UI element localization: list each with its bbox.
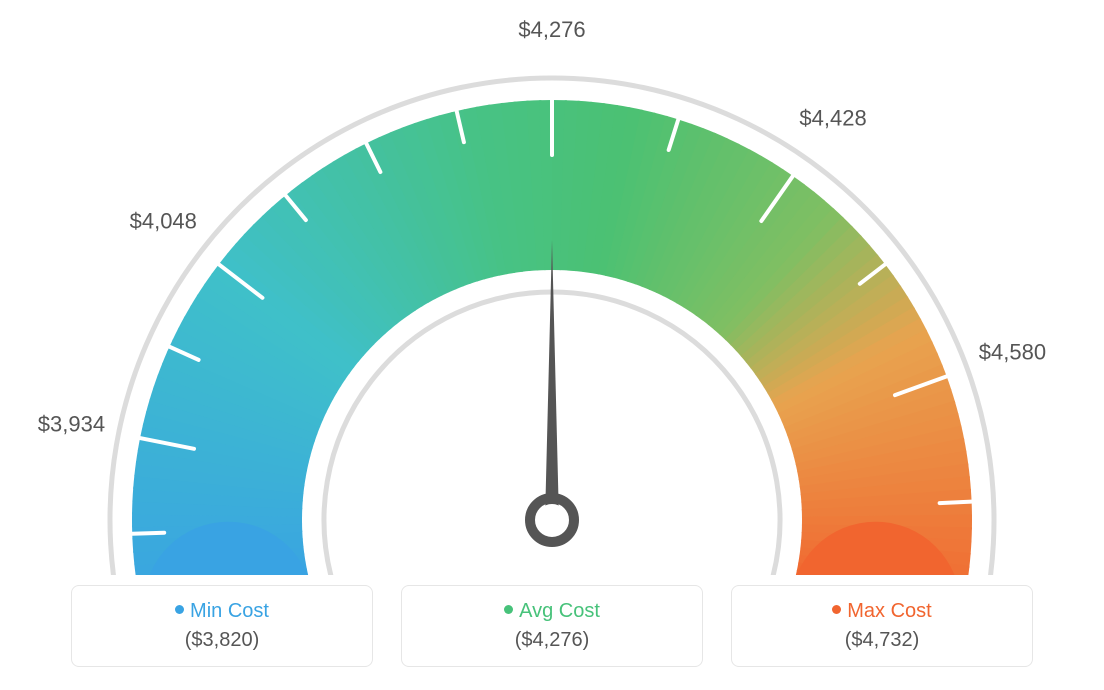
legend-max-value: ($4,732) <box>732 629 1032 652</box>
legend-row: Min Cost ($3,820) Avg Cost ($4,276) Max … <box>0 585 1104 667</box>
legend-min-title: Min Cost <box>72 600 372 623</box>
gauge-svg: $3,820$3,934$4,048$4,276$4,428$4,580$4,7… <box>0 0 1104 575</box>
legend-avg-dot-icon <box>504 605 513 614</box>
gauge-tick-label: $4,048 <box>130 209 197 234</box>
legend-avg-value: ($4,276) <box>402 629 702 652</box>
legend-min: Min Cost ($3,820) <box>71 585 373 667</box>
gauge-tick-label: $3,934 <box>38 411 105 436</box>
gauge-tick-label: $4,276 <box>518 17 585 42</box>
legend-min-dot-icon <box>175 605 184 614</box>
legend-min-value: ($3,820) <box>72 629 372 652</box>
legend-min-label: Min Cost <box>190 600 269 622</box>
legend-avg-label: Avg Cost <box>519 600 600 622</box>
legend-avg-title: Avg Cost <box>402 600 702 623</box>
legend-max-title: Max Cost <box>732 600 1032 623</box>
gauge-tick-label: $4,428 <box>799 106 866 131</box>
legend-max-label: Max Cost <box>847 600 931 622</box>
gauge-needle <box>545 240 559 520</box>
legend-max-dot-icon <box>832 605 841 614</box>
legend-max: Max Cost ($4,732) <box>731 585 1033 667</box>
gauge-chart: $3,820$3,934$4,048$4,276$4,428$4,580$4,7… <box>0 0 1104 575</box>
cost-gauge-widget: $3,820$3,934$4,048$4,276$4,428$4,580$4,7… <box>0 0 1104 690</box>
gauge-tick-label: $4,580 <box>979 339 1046 364</box>
legend-avg: Avg Cost ($4,276) <box>401 585 703 667</box>
